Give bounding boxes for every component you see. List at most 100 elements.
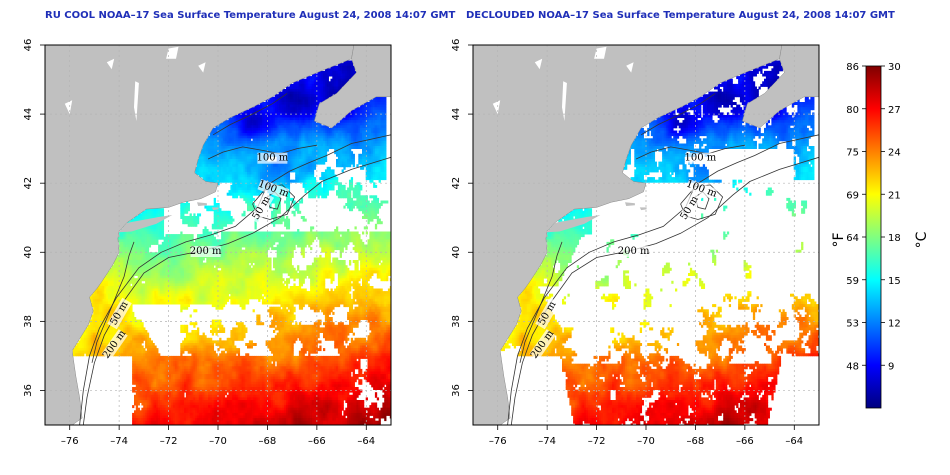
sst-pixel — [362, 161, 365, 165]
sst-pixel — [154, 226, 157, 230]
sst-pixel — [282, 133, 285, 137]
sst-pixel — [243, 197, 246, 201]
sst-pixel — [300, 161, 304, 165]
sst-pixel — [293, 159, 296, 162]
sst-pixel — [289, 133, 292, 137]
sst-pixel — [224, 172, 228, 175]
sst-pixel — [380, 153, 383, 157]
sst-pixel — [304, 86, 307, 90]
sst-pixel — [384, 151, 387, 155]
sst-pixel — [317, 81, 320, 85]
sst-pixel — [243, 184, 246, 188]
sst-pixel — [349, 122, 352, 126]
sst-pixel — [256, 252, 259, 256]
sst-pixel — [291, 138, 294, 142]
sst-pixel — [356, 244, 359, 248]
sst-pixel — [323, 94, 326, 98]
sst-pixel — [228, 127, 231, 131]
sst-pixel — [334, 229, 337, 232]
sst-pixel — [349, 151, 352, 155]
sst-pixel — [289, 151, 292, 155]
sst-pixel — [241, 140, 244, 144]
sst-pixel — [271, 138, 274, 142]
sst-pixel — [295, 96, 298, 100]
sst-pixel — [374, 159, 378, 162]
sst-pixel — [232, 184, 235, 188]
sst-pixel — [135, 252, 139, 256]
sst-pixel — [295, 133, 298, 137]
sst-pixel — [339, 187, 342, 191]
sst-pixel — [274, 210, 278, 214]
sst-pixel — [278, 231, 281, 235]
sst-pixel — [360, 197, 363, 201]
sst-pixel — [345, 241, 348, 245]
sst-pixel — [365, 159, 368, 162]
sst-pixel — [208, 231, 211, 235]
sst-pixel — [219, 127, 222, 131]
sst-pixel — [354, 192, 357, 196]
sst-pixel — [384, 104, 387, 108]
sst-pixel — [239, 153, 242, 157]
sst-pixel — [347, 236, 350, 240]
sst-pixel — [347, 197, 350, 201]
sst-pixel — [250, 200, 253, 204]
sst-pixel — [343, 159, 346, 162]
sst-pixel — [358, 241, 361, 245]
sst-pixel — [376, 172, 380, 175]
sst-pixel — [311, 151, 315, 155]
sst-pixel — [386, 234, 389, 238]
sst-pixel — [339, 120, 342, 124]
sst-pixel — [228, 153, 231, 157]
sst-pixel — [174, 247, 178, 251]
sst-pixel — [278, 241, 281, 245]
sst-pixel — [226, 166, 229, 170]
sst-pixel — [260, 146, 263, 149]
sst-pixel — [232, 182, 235, 186]
sst-pixel — [374, 120, 378, 124]
sst-pixel — [130, 249, 133, 253]
sst-pixel — [274, 208, 278, 212]
sst-pixel — [163, 239, 166, 243]
sst-pixel — [298, 117, 302, 121]
sst-pixel — [356, 184, 359, 188]
sst-pixel — [302, 234, 305, 238]
sst-pixel — [337, 122, 341, 126]
sst-pixel — [291, 156, 294, 160]
sst-pixel — [269, 140, 272, 144]
sst-pixel — [267, 107, 270, 111]
sst-pixel — [252, 127, 255, 131]
sst-pixel — [252, 184, 255, 188]
sst-pixel — [378, 205, 381, 209]
sst-pixel — [213, 179, 216, 183]
sst-pixel — [245, 172, 248, 175]
sst-pixel — [332, 73, 335, 77]
sst-pixel — [362, 205, 365, 209]
sst-pixel — [230, 249, 233, 253]
sst-pixel — [148, 254, 152, 258]
sst-pixel — [369, 166, 372, 170]
sst-pixel — [221, 172, 224, 175]
sst-pixel — [245, 169, 248, 173]
sst-pixel — [256, 138, 259, 142]
sst-pixel — [330, 94, 333, 98]
sst-pixel — [354, 241, 357, 245]
sst-pixel — [213, 140, 216, 144]
sst-pixel — [256, 133, 259, 137]
sst-pixel — [369, 102, 372, 105]
sst-pixel — [278, 166, 281, 170]
sst-pixel — [202, 164, 205, 168]
sst-pixel — [310, 195, 313, 199]
sst-pixel — [367, 249, 370, 253]
sst-pixel — [211, 244, 215, 248]
sst-pixel — [224, 247, 228, 251]
sst-pixel — [219, 133, 222, 137]
sst-pixel — [215, 208, 218, 212]
sst-pixel — [358, 244, 361, 248]
sst-pixel — [311, 161, 315, 165]
sst-pixel — [336, 143, 339, 147]
sst-pixel — [254, 236, 257, 240]
sst-pixel — [311, 96, 315, 100]
sst-pixel — [298, 107, 302, 111]
sst-pixel — [350, 133, 354, 137]
